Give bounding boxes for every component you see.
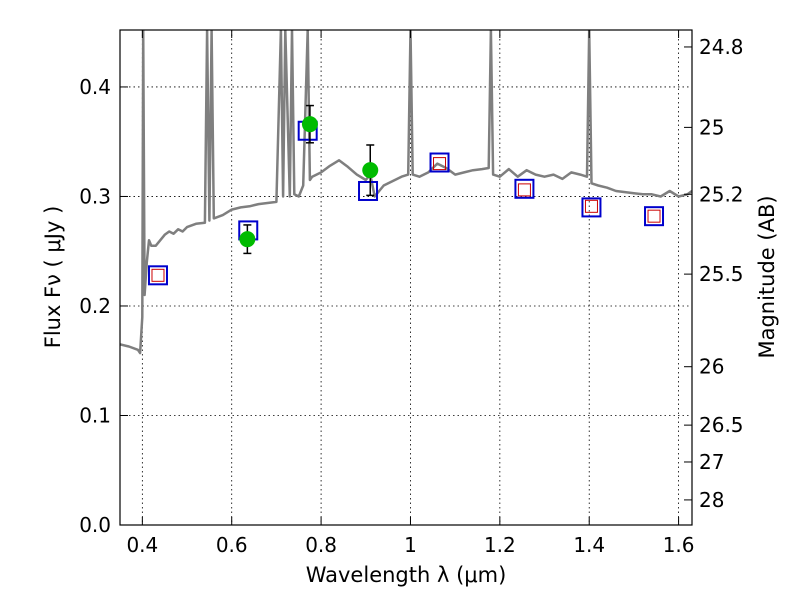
x-tick-label: 1	[404, 533, 417, 557]
predicted-flux-box	[584, 199, 598, 213]
model-flux-box	[429, 152, 450, 173]
x-tick-label: 0.6	[216, 533, 248, 557]
plot-area	[120, 30, 692, 355]
y-tick-label: 0.2	[79, 294, 111, 318]
y2-tick-label: 26.5	[699, 413, 744, 437]
model-flux-box	[644, 206, 665, 227]
x-tick-label: 0.8	[305, 533, 337, 557]
observed-flux-point	[239, 231, 256, 248]
model-flux-box	[581, 197, 602, 218]
predicted-flux-box	[517, 183, 531, 197]
model-flux-box	[358, 180, 379, 201]
observed-flux-point	[301, 116, 318, 133]
y-tick-label: 0.3	[79, 184, 111, 208]
y2-tick-label: 25.5	[699, 262, 744, 286]
y2-tick-label: 25	[699, 115, 724, 139]
axis-ticks	[120, 30, 692, 526]
x-tick-label: 1.6	[663, 533, 695, 557]
predicted-flux-box	[151, 268, 165, 282]
y-tick-label: 0.4	[79, 75, 111, 99]
x-axis-label: Wavelength λ (μm)	[306, 563, 507, 587]
y-tick-label: 0.0	[79, 513, 111, 537]
y2-tick-label: 28	[699, 488, 724, 512]
y2-tick-label: 26	[699, 355, 724, 379]
y2-axis-label: Magnitude (AB)	[755, 195, 779, 358]
model-flux-box	[514, 178, 535, 199]
x-tick-label: 1.2	[484, 533, 516, 557]
predicted-flux-box	[433, 157, 447, 171]
y-axis-label: Flux Fν ( μJy )	[41, 206, 65, 349]
x-tick-label: 1.4	[573, 533, 605, 557]
model-flux-box	[147, 265, 168, 286]
y2-tick-label: 25.2	[699, 182, 744, 206]
plot-frame	[119, 29, 693, 526]
tick-labels: 0.4 0.6 0.8 1 1.2 1.4 1.6 0.0 0.1 0.2 0.3 0.4 24.8 25…	[79, 35, 743, 557]
y-tick-label: 0.1	[79, 403, 111, 427]
y2-tick-label: 27	[699, 450, 724, 474]
data-markers	[147, 104, 665, 286]
observed-flux-point	[362, 162, 379, 179]
y2-tick-label: 24.8	[699, 35, 744, 59]
predicted-flux-box	[647, 209, 661, 223]
x-tick-label: 0.4	[126, 533, 158, 557]
sed-spectrum-line	[120, 30, 692, 355]
